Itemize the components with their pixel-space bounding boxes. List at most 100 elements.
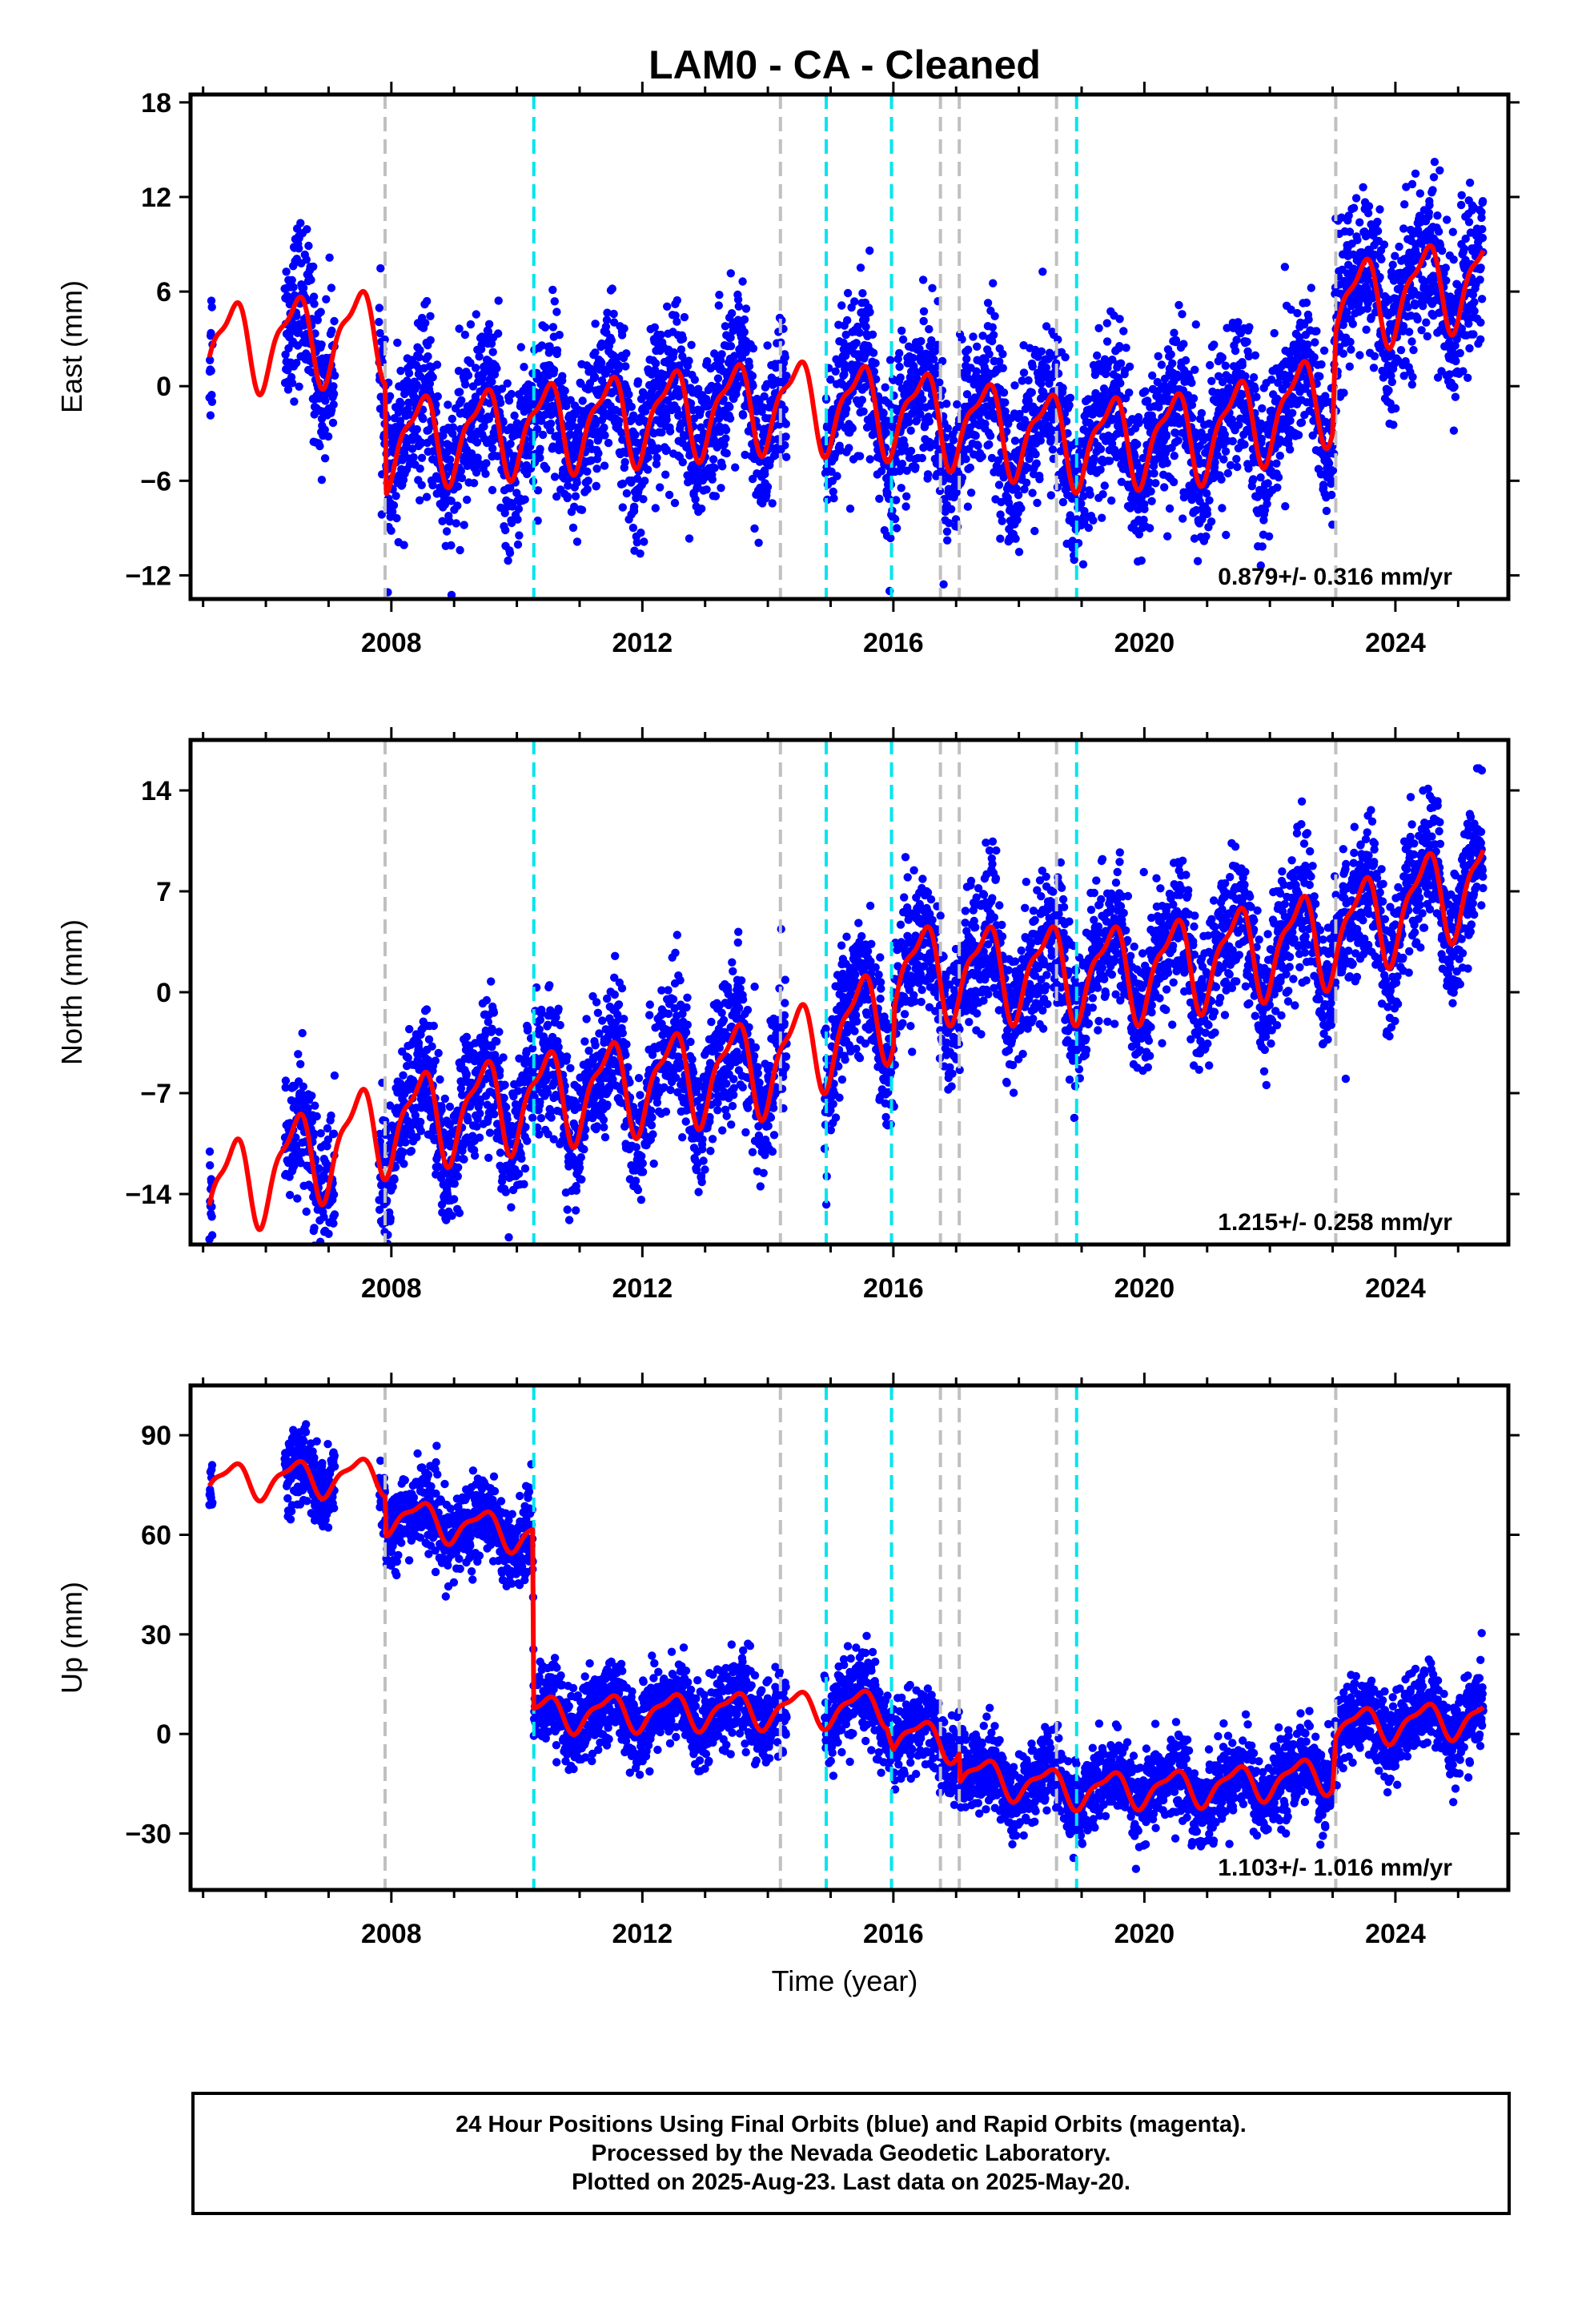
data-point bbox=[445, 455, 455, 464]
data-point bbox=[548, 323, 558, 332]
data-point bbox=[1178, 514, 1187, 523]
data-point bbox=[988, 323, 998, 332]
data-point bbox=[307, 275, 315, 284]
data-point bbox=[1062, 416, 1071, 426]
data-point bbox=[536, 444, 544, 453]
data-point bbox=[1024, 396, 1034, 405]
data-point bbox=[897, 326, 906, 336]
data-point bbox=[1435, 166, 1444, 175]
data-point bbox=[763, 482, 773, 492]
data-point bbox=[488, 377, 496, 386]
data-point bbox=[568, 523, 578, 533]
data-point bbox=[568, 421, 577, 430]
data-point bbox=[1256, 473, 1265, 482]
data-point bbox=[1187, 400, 1197, 409]
data-point bbox=[1020, 485, 1029, 494]
data-point bbox=[1294, 431, 1303, 440]
data-point bbox=[1162, 430, 1171, 440]
data-point bbox=[484, 320, 494, 328]
data-point bbox=[652, 453, 661, 462]
data-point bbox=[720, 440, 729, 449]
data-point bbox=[989, 331, 998, 340]
data-point bbox=[1143, 396, 1152, 405]
data-point bbox=[1322, 506, 1331, 516]
data-point bbox=[1387, 377, 1397, 387]
data-point bbox=[1456, 200, 1466, 210]
data-point bbox=[973, 342, 982, 351]
data-point bbox=[1413, 315, 1422, 324]
data-point bbox=[327, 283, 336, 292]
data-point bbox=[622, 489, 632, 498]
data-point bbox=[837, 301, 846, 310]
data-point bbox=[1160, 483, 1169, 492]
data-point bbox=[533, 486, 543, 495]
data-point bbox=[833, 472, 841, 480]
data-point bbox=[1224, 384, 1234, 392]
data-point bbox=[632, 538, 641, 547]
data-point bbox=[1478, 225, 1487, 234]
data-point bbox=[1048, 426, 1058, 435]
data-point bbox=[1203, 509, 1212, 518]
data-point bbox=[396, 400, 405, 408]
data-point bbox=[918, 395, 927, 404]
data-point bbox=[981, 356, 990, 364]
data-point bbox=[205, 1147, 215, 1156]
data-point bbox=[607, 336, 616, 345]
data-point bbox=[782, 452, 791, 461]
data-point bbox=[923, 470, 933, 479]
data-point bbox=[685, 356, 693, 365]
data-point bbox=[726, 342, 736, 351]
data-point bbox=[966, 489, 976, 497]
data-point bbox=[1375, 205, 1384, 214]
data-point bbox=[859, 407, 868, 416]
data-point bbox=[1134, 530, 1144, 539]
data-point bbox=[1297, 418, 1307, 427]
data-point bbox=[578, 396, 587, 405]
data-point bbox=[760, 392, 769, 401]
data-point bbox=[1441, 263, 1451, 272]
data-point bbox=[1233, 462, 1242, 472]
data-point bbox=[1222, 530, 1231, 540]
data-point bbox=[287, 275, 296, 284]
data-point bbox=[781, 432, 790, 441]
data-point bbox=[875, 494, 884, 503]
data-point bbox=[461, 380, 470, 389]
data-point bbox=[662, 415, 671, 424]
data-point bbox=[317, 476, 327, 485]
data-point bbox=[299, 283, 308, 292]
data-point bbox=[651, 504, 660, 513]
data-point bbox=[1028, 362, 1038, 371]
data-point bbox=[1369, 364, 1379, 372]
data-point bbox=[1022, 478, 1031, 487]
data-point bbox=[1409, 345, 1418, 355]
data-point bbox=[601, 322, 611, 332]
data-point bbox=[320, 454, 330, 463]
data-point bbox=[871, 359, 880, 368]
data-point bbox=[680, 312, 689, 322]
data-point bbox=[644, 452, 652, 462]
data-point bbox=[1122, 344, 1130, 352]
data-point bbox=[628, 523, 638, 533]
data-point bbox=[323, 432, 333, 441]
data-point bbox=[1477, 213, 1486, 223]
data-point bbox=[1304, 315, 1313, 324]
data-point bbox=[754, 538, 763, 547]
data-point bbox=[740, 328, 749, 336]
data-point bbox=[917, 453, 927, 463]
data-point bbox=[1170, 328, 1178, 337]
data-point bbox=[1013, 516, 1022, 525]
data-point bbox=[897, 460, 907, 468]
data-point bbox=[544, 348, 553, 357]
data-point bbox=[1207, 376, 1216, 385]
data-point bbox=[513, 540, 523, 549]
data-point bbox=[330, 1210, 339, 1219]
data-point bbox=[701, 472, 710, 481]
data-point bbox=[416, 496, 424, 505]
data-point bbox=[781, 420, 790, 428]
data-point bbox=[919, 316, 928, 326]
data-point bbox=[848, 424, 857, 433]
data-point bbox=[643, 465, 652, 474]
data-point bbox=[1171, 336, 1181, 344]
data-point bbox=[1024, 376, 1033, 385]
data-point bbox=[877, 467, 886, 476]
